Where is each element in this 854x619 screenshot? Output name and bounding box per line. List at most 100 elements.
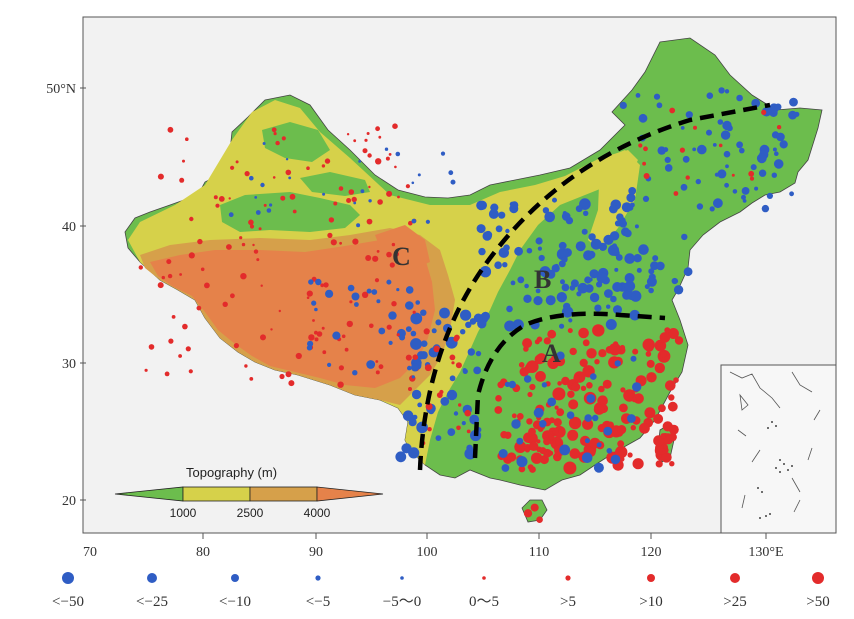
station-dot [144,368,148,372]
station-dot [446,339,453,346]
station-dot [410,338,422,350]
station-dot [655,460,663,468]
station-dot [465,321,472,328]
station-dot [706,92,714,99]
station-dot [411,181,415,185]
station-dot [789,191,794,197]
station-dot [714,172,720,177]
station-dot [732,189,738,194]
station-dot [360,189,365,194]
station-dot [396,288,400,292]
station-dot [168,338,174,344]
station-dot [450,179,456,185]
station-dot [682,155,690,163]
station-dot [653,435,664,447]
station-dot [593,404,605,415]
station-dot [578,327,589,339]
station-dot [466,429,471,434]
station-dot [388,340,393,345]
station-dot [473,366,482,375]
station-dot [405,354,412,361]
station-dot [164,371,170,377]
station-dot [543,337,551,345]
station-dot [347,284,355,292]
station-dot [500,431,508,439]
station-dot [506,305,513,313]
station-dot [321,326,325,330]
station-dot [378,364,384,370]
station-dot [405,301,414,310]
station-dot [592,414,599,422]
station-dot [592,324,605,337]
station-dot [685,175,690,180]
station-dot [669,461,675,467]
station-dot [241,242,246,247]
station-dot [324,158,331,164]
station-dot [697,144,707,155]
station-dot [391,301,397,307]
station-dot [774,151,779,156]
topo-tick-1000: 1000 [170,506,197,520]
station-dot [495,225,503,233]
station-dot [405,286,414,294]
station-dot [535,371,546,382]
station-dot [455,362,462,369]
station-dot [673,285,684,295]
station-dot [316,331,323,337]
station-dot [619,219,627,228]
station-dot [411,218,417,224]
station-dot [656,102,663,109]
station-dot [288,176,292,180]
station-dot [365,255,372,261]
longitude-label: 130°E [748,545,783,560]
station-dot [332,331,341,340]
station-dot [627,414,636,423]
station-dot [529,383,536,391]
station-dot [575,241,586,252]
station-dot [772,147,777,152]
station-dot [669,424,679,435]
station-dot [620,387,626,393]
station-dot [536,516,543,523]
station-dot [354,302,359,307]
station-dot [411,389,422,400]
station-dot [666,435,672,441]
legend-dot-label: 0～5 [469,594,499,610]
station-dot [402,410,414,422]
station-dot [638,113,648,123]
station-dot [606,304,611,309]
station-dot [756,153,767,164]
station-dot [771,172,777,178]
station-dot [594,304,602,312]
legend-dot [730,573,740,583]
station-dot [528,427,536,436]
station-dot [533,407,544,418]
station-dot [489,208,498,217]
station-dot [408,220,413,226]
station-dot [605,319,617,330]
station-dot [494,406,503,414]
station-dot [536,439,541,444]
station-dot [226,244,232,250]
station-dot [285,169,292,176]
station-dot [396,333,400,337]
station-dot [464,409,472,417]
station-dot [498,247,509,258]
legend-dot-label: >50 [806,594,829,610]
station-dot [362,148,368,154]
station-dot [456,425,461,431]
station-dot [665,380,676,391]
station-dot [504,320,516,332]
station-dot [586,394,596,403]
station-dot [458,403,462,407]
station-dot [338,365,344,371]
station-dot [581,228,588,235]
station-dot [204,282,210,289]
topo-bin-1000-2500 [182,486,251,502]
station-dot [629,202,635,208]
station-dot [351,196,357,203]
station-dot [627,452,633,458]
station-dot [553,418,562,427]
station-dot [344,347,349,352]
station-dot [642,195,650,202]
